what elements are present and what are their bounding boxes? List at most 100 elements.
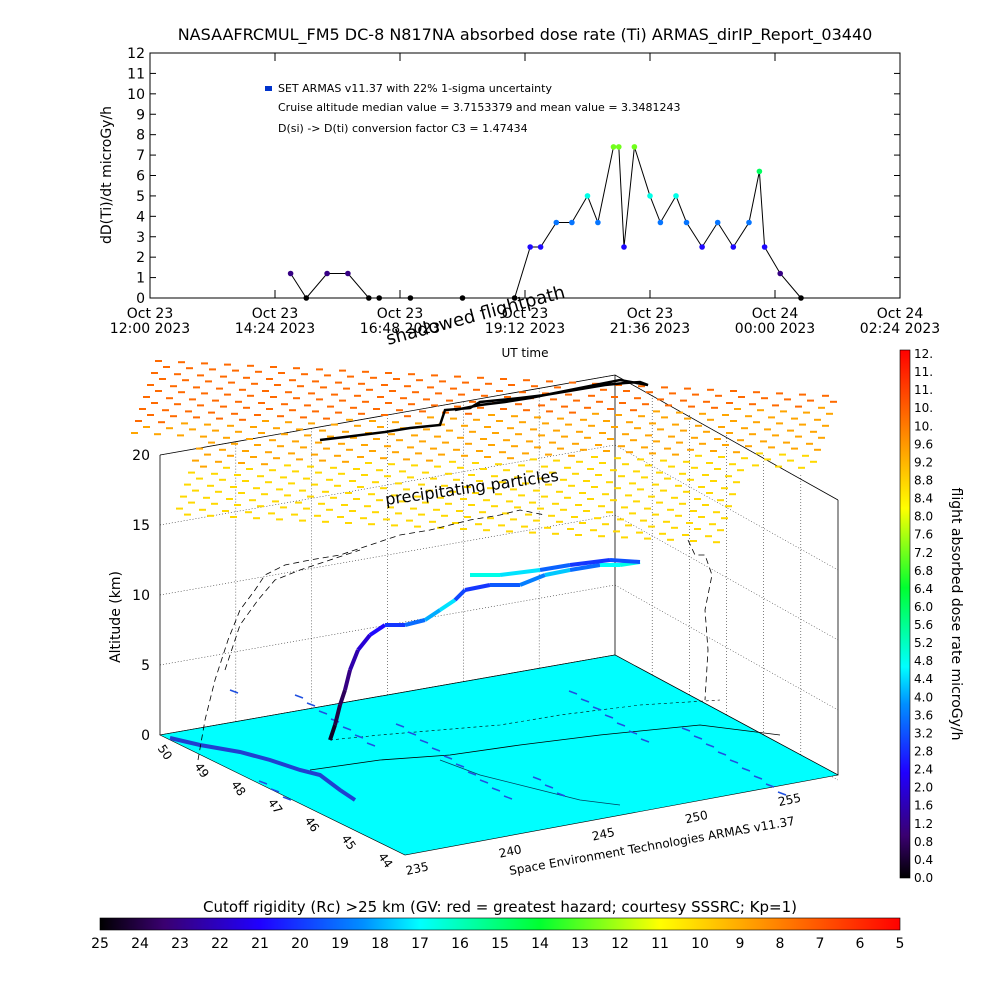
- particle-mark: [614, 487, 621, 490]
- ground-rigidity-mark: [568, 690, 578, 695]
- particle-mark: [699, 442, 706, 445]
- particle-mark: [791, 417, 798, 420]
- particle-mark: [464, 486, 471, 488]
- dose-rate-series: [287, 144, 804, 301]
- particle-mark: [717, 499, 724, 502]
- ground-rigidity-mark: [681, 727, 691, 732]
- colorbar-right-fill: [899, 349, 911, 879]
- particle-mark: [385, 372, 392, 374]
- particle-mark: [249, 499, 256, 502]
- particle-mark: [197, 404, 204, 407]
- particle-mark: [504, 396, 511, 398]
- particle-mark: [567, 528, 574, 530]
- ground-rigidity-mark: [467, 771, 477, 776]
- x-tick-label-time: 02:24 2023: [860, 321, 940, 337]
- longitude-axis: 235 240 245 250 255: [405, 791, 803, 878]
- particle-mark: [764, 458, 771, 461]
- y-tick-label: 10: [127, 87, 145, 103]
- particle-mark: [261, 493, 268, 496]
- particle-mark: [412, 391, 419, 394]
- particle-mark: [575, 534, 582, 536]
- data-point: [376, 295, 383, 301]
- particle-mark: [822, 394, 829, 397]
- x-tick-label-date: Oct 23: [127, 306, 173, 322]
- projection-left-wall-2: [224, 549, 361, 671]
- particle-mark: [703, 430, 710, 433]
- particle-mark: [319, 459, 326, 462]
- particle-mark: [445, 472, 452, 475]
- particle-mark: [492, 432, 499, 434]
- particle-mark: [641, 446, 648, 449]
- particle-mark: [780, 410, 787, 413]
- particle-mark: [354, 424, 361, 427]
- ground-rigidity-mark: [765, 783, 775, 788]
- particle-mark: [460, 528, 467, 530]
- particle-mark: [338, 472, 345, 475]
- particle-mark: [573, 399, 580, 402]
- particle-mark: [602, 523, 609, 526]
- particle-mark: [403, 458, 410, 461]
- particle-mark: [453, 478, 460, 481]
- colorbar-right-tick-label: 8.0: [914, 510, 933, 524]
- particle-mark: [798, 466, 805, 469]
- particle-mark: [676, 441, 683, 444]
- particle-mark: [791, 447, 798, 450]
- particle-mark: [783, 441, 790, 444]
- particle-mark: [814, 448, 821, 451]
- particle-mark: [289, 409, 296, 412]
- particle-mark: [611, 426, 618, 428]
- particle-mark: [553, 429, 560, 432]
- particle-mark: [395, 512, 402, 515]
- particle-mark: [473, 388, 480, 391]
- particle-mark: [679, 502, 686, 505]
- particle-mark: [281, 433, 288, 436]
- colorbar-right-tick-label: 6.0: [914, 600, 933, 614]
- colorbar-right-tick-label: 9.2: [914, 455, 933, 469]
- ground-rigidity-mark: [532, 776, 542, 781]
- particle-mark: [565, 423, 572, 426]
- data-point: [407, 295, 414, 301]
- latitude-tick-label: 44: [375, 850, 395, 871]
- particle-mark: [515, 403, 522, 406]
- particle-mark: [745, 445, 752, 448]
- colorbar-right-tick-label: 11.: [914, 365, 933, 379]
- longitude-tick-label: 235: [405, 859, 430, 877]
- particle-mark: [208, 441, 215, 444]
- particle-mark: [554, 386, 561, 389]
- altitude-tick-label: 0: [141, 728, 150, 744]
- particle-mark: [406, 519, 413, 522]
- flight-path-segment: [338, 689, 347, 706]
- particle-mark: [707, 418, 714, 421]
- particle-mark: [358, 382, 365, 385]
- particle-mark: [429, 520, 436, 523]
- particle-mark: [291, 513, 298, 516]
- data-point: [511, 295, 518, 301]
- data-point: [714, 219, 721, 226]
- particle-mark: [749, 433, 756, 436]
- particle-mark: [185, 410, 192, 413]
- particle-mark: [338, 442, 345, 445]
- particle-mark: [691, 436, 698, 439]
- particle-mark: [235, 400, 242, 403]
- particle-mark: [548, 514, 555, 517]
- particle-mark: [299, 489, 306, 492]
- particle-mark: [598, 535, 605, 538]
- particle-mark: [408, 403, 415, 406]
- particle-mark: [284, 464, 291, 467]
- colorbar-bottom-tick-label: 16: [451, 936, 469, 952]
- particle-mark: [201, 392, 208, 395]
- particle-mark: [423, 398, 430, 401]
- particle-mark: [158, 421, 165, 424]
- particle-mark: [380, 457, 387, 460]
- flight-path-segment: [519, 573, 546, 587]
- particle-mark: [276, 488, 283, 491]
- particle-mark: [381, 414, 388, 416]
- particle-mark: [454, 405, 461, 408]
- colorbar-right-tick-label: 11.: [914, 383, 933, 397]
- flight-path-segment: [464, 583, 491, 592]
- particle-mark: [638, 415, 645, 418]
- particle-mark: [188, 471, 195, 474]
- particle-mark: [192, 459, 199, 462]
- particle-mark: [314, 514, 321, 517]
